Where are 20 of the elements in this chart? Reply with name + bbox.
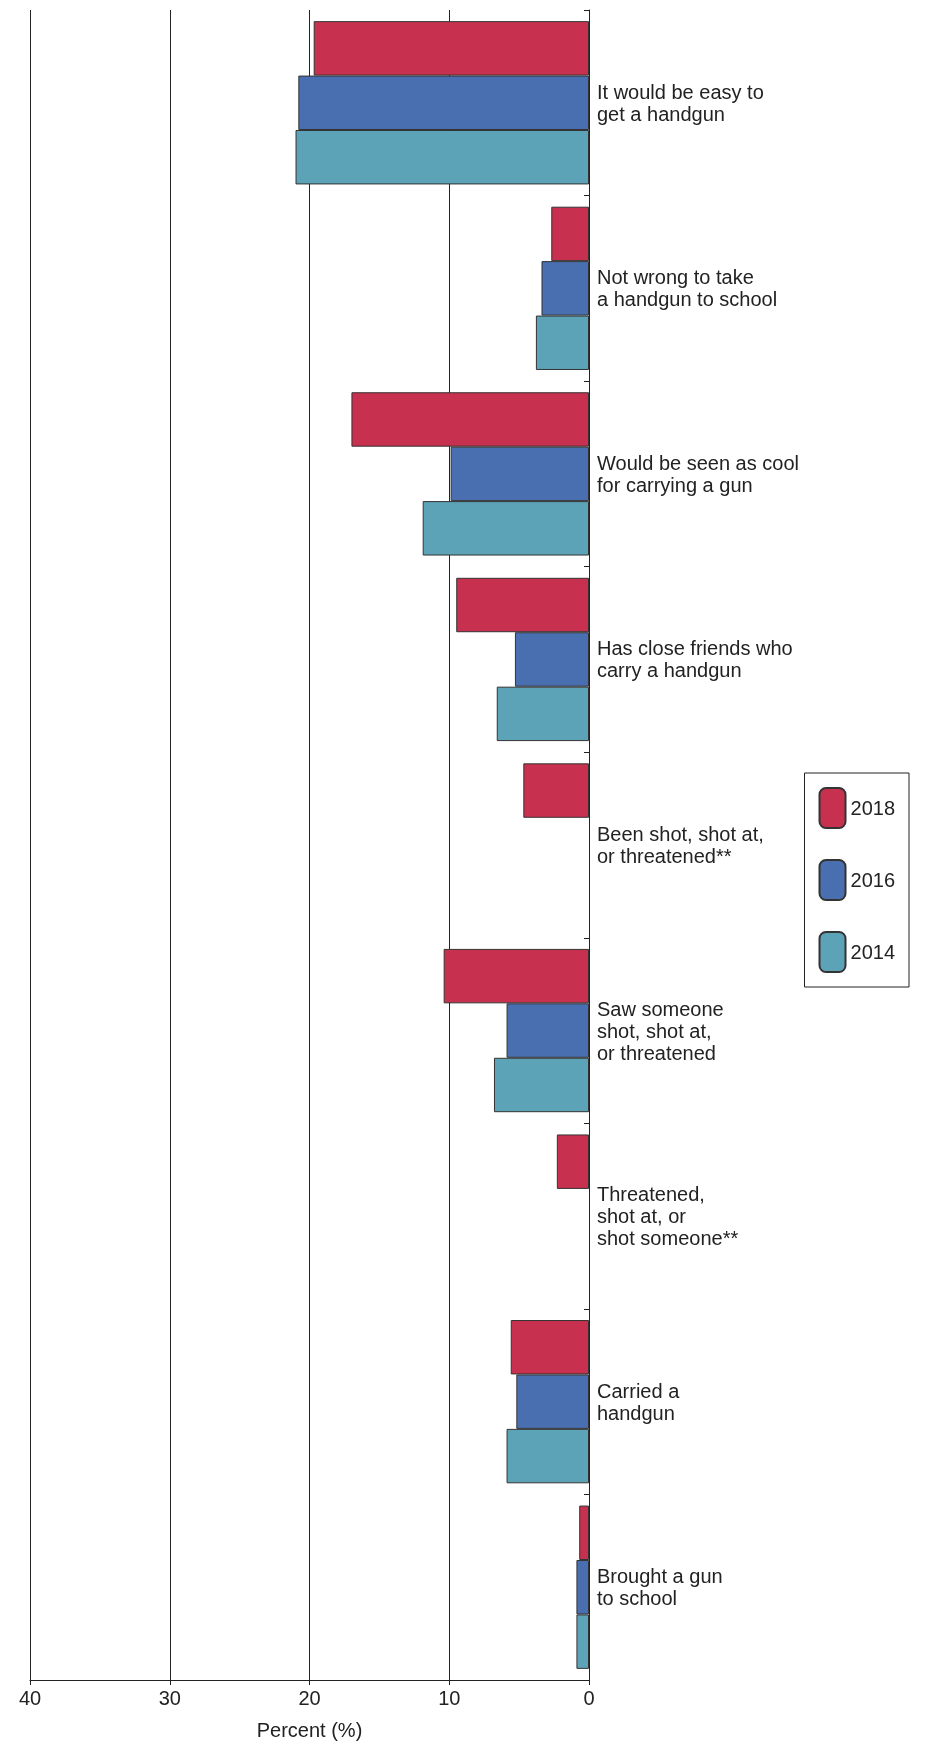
bar [556, 1134, 589, 1189]
y-tick-label: Threatened, shot at, or shot someone** [597, 1183, 739, 1250]
x-tick-label: 20 [298, 1687, 321, 1709]
y-tick-label: Brought a gun to school [597, 1565, 723, 1610]
legend-label: 2016 [850, 869, 896, 891]
x-tick-label: 0 [583, 1687, 595, 1709]
bar [523, 763, 589, 818]
x-axis-title: Percent (%) [256, 1719, 363, 1741]
y-tick-label: It would be easy to get a handgun [597, 80, 764, 125]
legend-label: 2018 [850, 797, 896, 819]
x-tick-label: 30 [158, 1687, 181, 1709]
y-tick-label: Not wrong to take a handgun to school [597, 266, 778, 311]
x-tick-label: 10 [438, 1687, 461, 1709]
legend-label: 2014 [850, 941, 896, 963]
y-tick-label: Saw someone shot, shot at, or threatened [597, 997, 724, 1064]
y-tick-label: Carried a handgun [597, 1379, 681, 1424]
x-tick-label: 40 [18, 1687, 42, 1709]
y-tick-label: Been shot, shot at, or threatened** [597, 823, 764, 867]
y-tick-label: Has close friends who carry a handgun [597, 637, 793, 682]
y-tick-label: Would be seen as cool for carrying a gun [597, 451, 799, 496]
